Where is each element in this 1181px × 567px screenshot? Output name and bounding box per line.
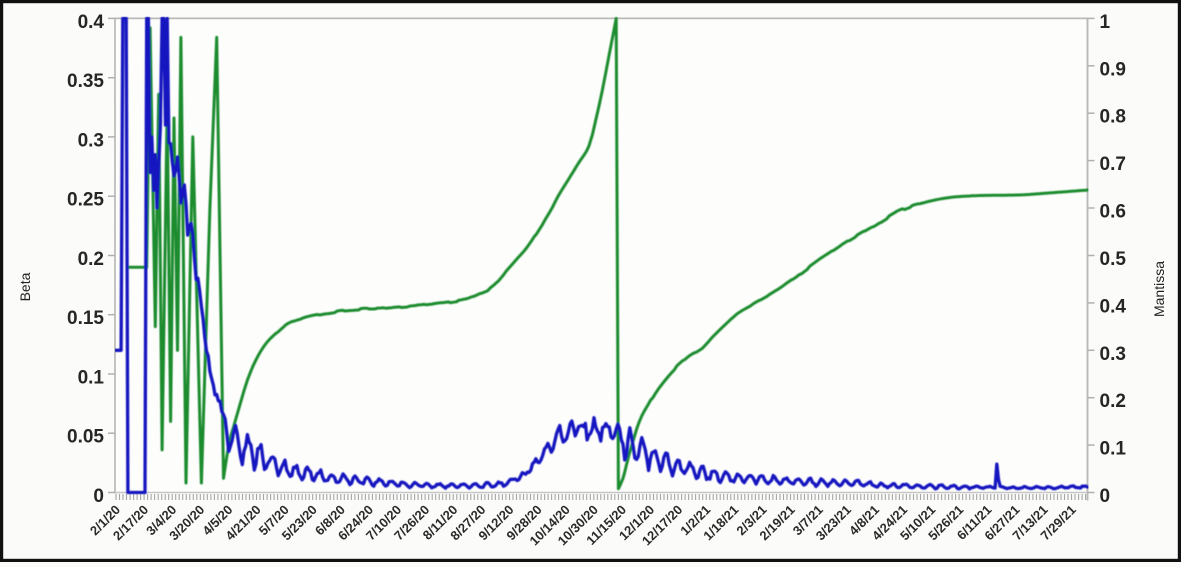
svg-text:0.5: 0.5 (1100, 249, 1127, 270)
svg-text:0.6: 0.6 (1100, 202, 1126, 223)
svg-text:0.3: 0.3 (78, 130, 104, 151)
svg-text:0: 0 (1100, 486, 1111, 507)
svg-text:0.4: 0.4 (78, 12, 105, 33)
svg-text:0.7: 0.7 (1100, 154, 1126, 175)
svg-text:0.25: 0.25 (67, 190, 104, 211)
svg-text:0.1: 0.1 (78, 368, 105, 389)
svg-text:0.8: 0.8 (1100, 107, 1126, 128)
svg-text:1: 1 (1100, 12, 1111, 33)
svg-text:Beta: Beta (17, 272, 33, 301)
svg-text:0.1: 0.1 (1100, 439, 1127, 460)
svg-text:0.2: 0.2 (1100, 391, 1126, 412)
svg-text:0: 0 (93, 486, 104, 507)
svg-text:0.15: 0.15 (67, 308, 104, 329)
svg-text:0.05: 0.05 (67, 427, 104, 448)
svg-text:0.35: 0.35 (67, 71, 104, 92)
svg-text:0.2: 0.2 (78, 249, 104, 270)
svg-text:0.9: 0.9 (1100, 59, 1126, 80)
svg-text:Mantissa: Mantissa (1151, 261, 1167, 317)
svg-text:0.3: 0.3 (1100, 344, 1126, 365)
svg-text:0.4: 0.4 (1100, 296, 1127, 317)
